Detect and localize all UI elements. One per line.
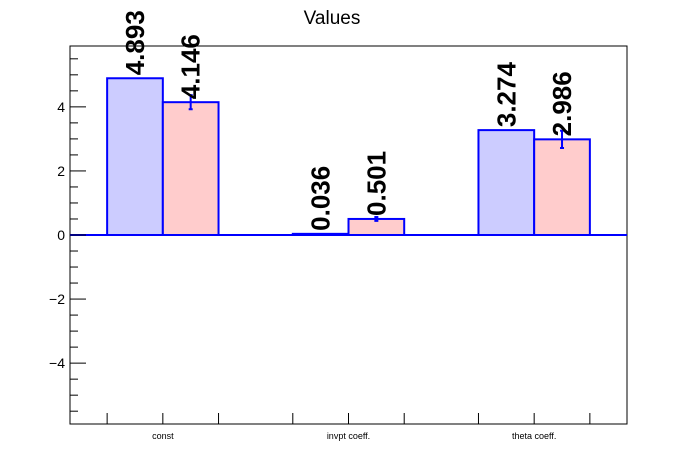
y-tick-label: 0 (57, 227, 65, 243)
y-tick-label: −4 (49, 355, 65, 371)
data-label-s1-c3: 3.274 (491, 62, 521, 128)
bar-const-s2 (161, 101, 220, 236)
x-category-label: invpt coeff. (327, 431, 370, 441)
y-tick-label: 2 (57, 163, 65, 179)
x-category-label: const (152, 431, 174, 441)
chart-title: Values (304, 8, 361, 29)
data-label-s2-c3: 2.986 (547, 71, 577, 136)
data-label-s1-c1: 4.893 (120, 10, 150, 75)
data-label-s2-c1: 4.146 (176, 34, 206, 99)
bars-layer (106, 77, 591, 237)
axes: −4 −2 0 2 4 const invpt coeff. theta coeff. (49, 45, 628, 441)
y-tick-label: −2 (49, 291, 65, 307)
x-category-label: theta coeff. (512, 431, 556, 441)
bar-theta-coeff--s2 (533, 138, 591, 237)
bar-theta-coeff--s1 (477, 129, 536, 236)
data-labels: 4.893 0.036 3.274 4.146 0.501 2.986 (120, 10, 577, 231)
bar-const-s1 (106, 77, 164, 236)
data-label-s2-c2: 0.501 (361, 151, 391, 216)
y-tick-label: 4 (57, 99, 65, 115)
data-label-s1-c2: 0.036 (306, 166, 336, 231)
